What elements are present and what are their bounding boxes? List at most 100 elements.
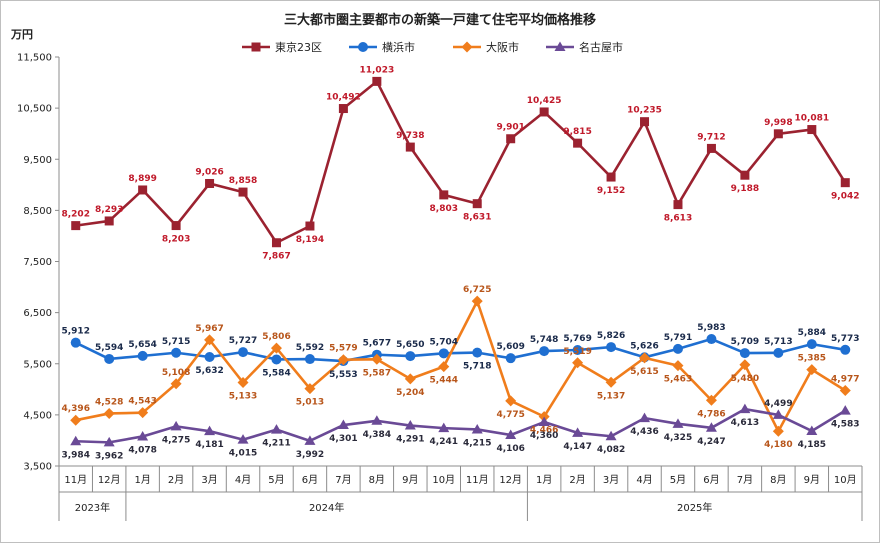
data-point — [137, 407, 149, 419]
data-label: 5,385 — [798, 354, 826, 364]
data-point — [204, 334, 216, 346]
data-point — [404, 373, 416, 385]
x-tick-label: 3月 — [201, 474, 217, 486]
data-point — [404, 420, 416, 430]
data-label: 5,718 — [463, 362, 491, 372]
data-label: 5,108 — [162, 368, 190, 378]
data-label: 4,247 — [697, 437, 725, 447]
data-point — [371, 415, 383, 425]
data-point — [505, 429, 517, 440]
data-label: 4,436 — [630, 427, 658, 437]
data-point — [472, 347, 483, 358]
data-point — [338, 104, 348, 114]
data-point — [138, 185, 148, 195]
data-label: 10,235 — [627, 106, 662, 116]
data-labels: 8,202 8,293 8,899 8,203 9,026 8,858 7,867 8,194… — [61, 65, 859, 461]
data-label: 4,185 — [798, 440, 826, 450]
data-point — [739, 403, 751, 414]
data-label: 5,519 — [563, 347, 591, 357]
data-point — [773, 129, 783, 139]
data-label: 5,806 — [262, 332, 290, 342]
data-point — [304, 354, 315, 365]
data-label: 7,867 — [262, 252, 290, 262]
x-tick-label: 2月 — [168, 474, 184, 486]
data-label: 5,713 — [764, 337, 792, 347]
data-label: 4,015 — [229, 449, 257, 459]
data-point — [505, 353, 516, 364]
data-point — [405, 142, 415, 152]
year-label: 2024年 — [309, 501, 344, 514]
data-label: 4,325 — [664, 433, 692, 443]
series-line-2 — [75, 299, 846, 433]
data-point — [538, 416, 550, 427]
data-point — [639, 412, 651, 423]
data-point — [807, 125, 817, 135]
data-point — [337, 419, 349, 430]
data-point — [305, 221, 315, 231]
data-point — [539, 346, 550, 357]
data-point — [237, 434, 249, 444]
data-label: 5,626 — [630, 341, 658, 351]
data-point — [539, 107, 549, 117]
data-point — [238, 347, 249, 358]
data-label: 5,715 — [162, 337, 190, 347]
data-point — [605, 376, 617, 388]
data-label: 4,528 — [95, 397, 123, 407]
data-label: 6,725 — [463, 285, 491, 295]
x-tick-label: 1月 — [536, 474, 552, 486]
data-point — [772, 425, 784, 437]
data-label: 8,202 — [61, 210, 89, 220]
data-point — [740, 170, 750, 180]
data-label: 4,211 — [262, 439, 290, 449]
data-label: 10,081 — [794, 114, 829, 124]
x-tick-label: 10月 — [432, 474, 455, 486]
x-tick-label: 12月 — [98, 474, 121, 486]
data-point — [137, 350, 148, 361]
data-label: 4,181 — [195, 440, 223, 450]
data-point — [372, 76, 382, 86]
data-label: 5,615 — [630, 367, 658, 377]
y-tick-label: 10,500 — [17, 104, 52, 115]
data-label: 4,786 — [697, 409, 725, 419]
data-label: 8,899 — [128, 174, 156, 184]
x-tick-label: 12月 — [499, 474, 522, 486]
data-point — [137, 430, 149, 441]
data-label: 5,709 — [731, 337, 759, 347]
data-label: 8,858 — [229, 176, 257, 186]
data-label: 5,584 — [262, 368, 290, 378]
data-point — [204, 352, 215, 363]
x-tick-label: 3月 — [603, 474, 619, 486]
data-label: 5,967 — [195, 324, 223, 334]
data-point — [705, 422, 717, 432]
data-label: 5,912 — [61, 327, 89, 337]
data-point — [639, 352, 651, 364]
x-tick-label: 6月 — [302, 474, 318, 486]
data-label: 9,712 — [697, 132, 725, 142]
data-label: 4,147 — [563, 442, 591, 452]
data-point — [438, 422, 450, 433]
x-tick-label: 8月 — [770, 474, 786, 486]
data-point — [672, 418, 684, 428]
data-label: 4,583 — [831, 420, 859, 430]
data-point — [171, 347, 182, 358]
legend-label-0: 東京23区 — [275, 40, 322, 54]
data-point — [438, 348, 449, 359]
data-label: 8,613 — [664, 214, 692, 224]
data-label: 8,631 — [463, 213, 491, 223]
data-point — [806, 339, 817, 350]
y-axis-unit: 万円 — [10, 28, 33, 41]
data-point — [505, 395, 517, 407]
data-point — [606, 172, 616, 182]
data-label: 5,704 — [430, 337, 458, 347]
data-point — [573, 138, 583, 148]
data-label: 9,901 — [496, 123, 524, 133]
data-point — [71, 221, 81, 231]
data-label: 9,188 — [731, 184, 759, 194]
x-tick-label: 11月 — [466, 474, 489, 486]
data-point — [772, 409, 784, 419]
series-3 — [70, 403, 851, 447]
x-tick-label: 4月 — [235, 474, 251, 486]
data-point — [104, 216, 114, 226]
data-label: 4,613 — [731, 418, 759, 428]
